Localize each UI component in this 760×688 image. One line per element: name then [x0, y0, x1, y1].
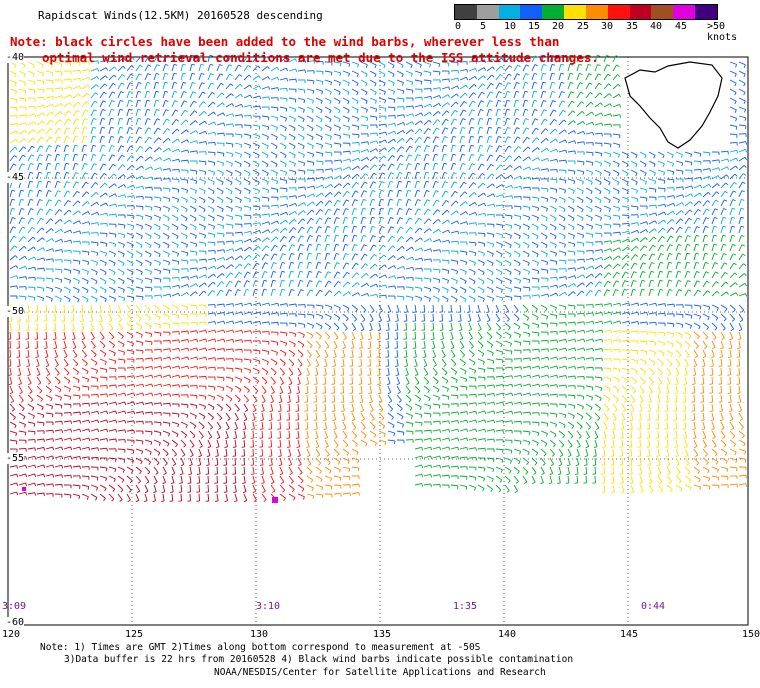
lat-label-45: -45: [6, 172, 25, 183]
colorbar-swatch: [651, 5, 674, 19]
note-line-2: optimal wind retrieval conditions are me…: [42, 50, 599, 65]
colorbar-label: 30: [601, 21, 614, 32]
colorbar-label: 20: [552, 21, 565, 32]
map-frame: [7, 56, 749, 626]
colorbar-swatch: [564, 5, 586, 19]
colorbar-label: 25: [577, 21, 590, 32]
time-label-1: 3:09: [2, 601, 27, 612]
tasmania-coastline: [624, 61, 723, 149]
colorbar-swatch: [455, 5, 477, 19]
lat-label-55: -55: [6, 453, 25, 464]
colorbar-label: 5: [480, 21, 487, 32]
colorbar-swatch: [695, 5, 717, 19]
colorbar-label: 40: [650, 21, 663, 32]
speed-colorbar: [454, 4, 718, 20]
high-speed-marker: [22, 487, 26, 491]
lat-label-60: -60: [6, 617, 25, 628]
lon-label-140: 140: [498, 629, 517, 640]
time-label-3: 1:35: [453, 601, 478, 612]
footer-credit: NOAA/NESDIS/Center for Satellite Applica…: [214, 667, 546, 678]
colorbar-label: 15: [528, 21, 541, 32]
lat-label-50: -50: [6, 306, 25, 317]
footer-note-1: Note: 1) Times are GMT 2)Times along bot…: [40, 642, 481, 653]
lon-label-120: 120: [2, 629, 21, 640]
time-label-2: 3:10: [256, 601, 281, 612]
colorbar-label: 0: [455, 21, 462, 32]
colorbar-swatch: [607, 5, 630, 19]
colorbar-swatch: [498, 5, 521, 19]
colorbar-swatch: [629, 5, 652, 19]
high-speed-marker: [272, 497, 278, 503]
lat-label-40: -40: [6, 52, 25, 63]
colorbar-label: 45: [675, 21, 688, 32]
lon-label-150: 150: [742, 629, 760, 640]
lon-label-130: 130: [250, 629, 269, 640]
colorbar-label: >50 knots: [707, 21, 738, 43]
note-line-1: Note: black circles have been added to t…: [10, 34, 560, 49]
colorbar-swatch: [520, 5, 543, 19]
colorbar-swatch: [476, 5, 499, 19]
colorbar-swatch: [673, 5, 696, 19]
lon-label-135: 135: [373, 629, 392, 640]
colorbar-label: 35: [626, 21, 639, 32]
lon-label-125: 125: [125, 629, 144, 640]
colorbar-swatch: [585, 5, 608, 19]
map-title: Rapidscat Winds(12.5KM) 20160528 descend…: [38, 9, 323, 22]
colorbar-swatch: [542, 5, 565, 19]
colorbar-label: 10: [504, 21, 517, 32]
wind-barbs: [7, 54, 748, 503]
time-label-4: 0:44: [641, 601, 666, 612]
lon-label-145: 145: [620, 629, 639, 640]
footer-note-2: 3)Data buffer is 22 hrs from 20160528 4)…: [64, 654, 574, 665]
